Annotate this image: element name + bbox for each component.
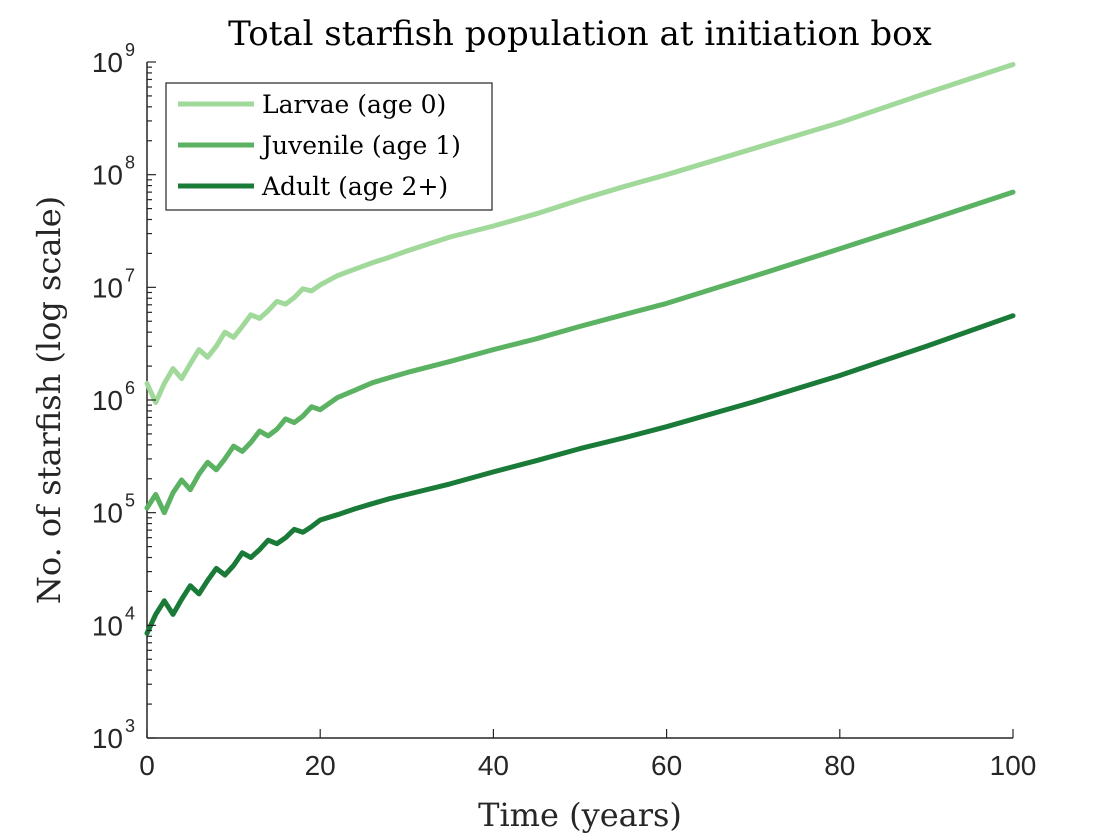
x-tick-label: 100: [990, 750, 1037, 781]
series-layer: [144, 62, 1016, 636]
y-tick-label: 10: [92, 272, 123, 303]
x-axis-ticks: 0 20 40 60 80 100: [139, 729, 1036, 781]
x-tick-label: 60: [651, 750, 682, 781]
x-tick-label: 40: [478, 750, 509, 781]
series-line-1: [144, 62, 1016, 405]
y-axis-label: No. of starfish (log scale): [30, 196, 68, 604]
y-tick-exponent: 8: [125, 153, 135, 173]
legend-label-1: Larvae (age 0): [262, 90, 446, 119]
y-tick-exponent: 5: [125, 491, 135, 511]
y-tick-exponent: 7: [125, 265, 135, 285]
x-axis-label: Time (years): [478, 796, 682, 834]
y-tick-exponent: 3: [125, 716, 135, 736]
series-line-3: [144, 313, 1016, 636]
x-tick-label: 80: [824, 750, 855, 781]
y-tick-label: 10: [92, 610, 123, 641]
y-tick-exponent: 4: [125, 603, 135, 623]
x-tick-label: 0: [139, 750, 155, 781]
x-tick-label: 20: [305, 750, 336, 781]
y-tick-label: 10: [92, 385, 123, 416]
chart-title: Total starfish population at initiation …: [228, 14, 932, 54]
y-tick-label: 10: [92, 723, 123, 754]
legend-label-2: Juvenile (age 1): [259, 131, 461, 160]
y-tick-exponent: 6: [125, 378, 135, 398]
y-tick-label: 10: [92, 47, 123, 78]
y-tick-label: 10: [92, 160, 123, 191]
legend-label-3: Adult (age 2+): [261, 172, 448, 201]
legend: Larvae (age 0) Juvenile (age 1) Adult (age…: [165, 82, 493, 211]
y-tick-exponent: 9: [125, 40, 135, 60]
series-line-2: [144, 189, 1016, 516]
y-tick-label: 10: [92, 498, 123, 529]
